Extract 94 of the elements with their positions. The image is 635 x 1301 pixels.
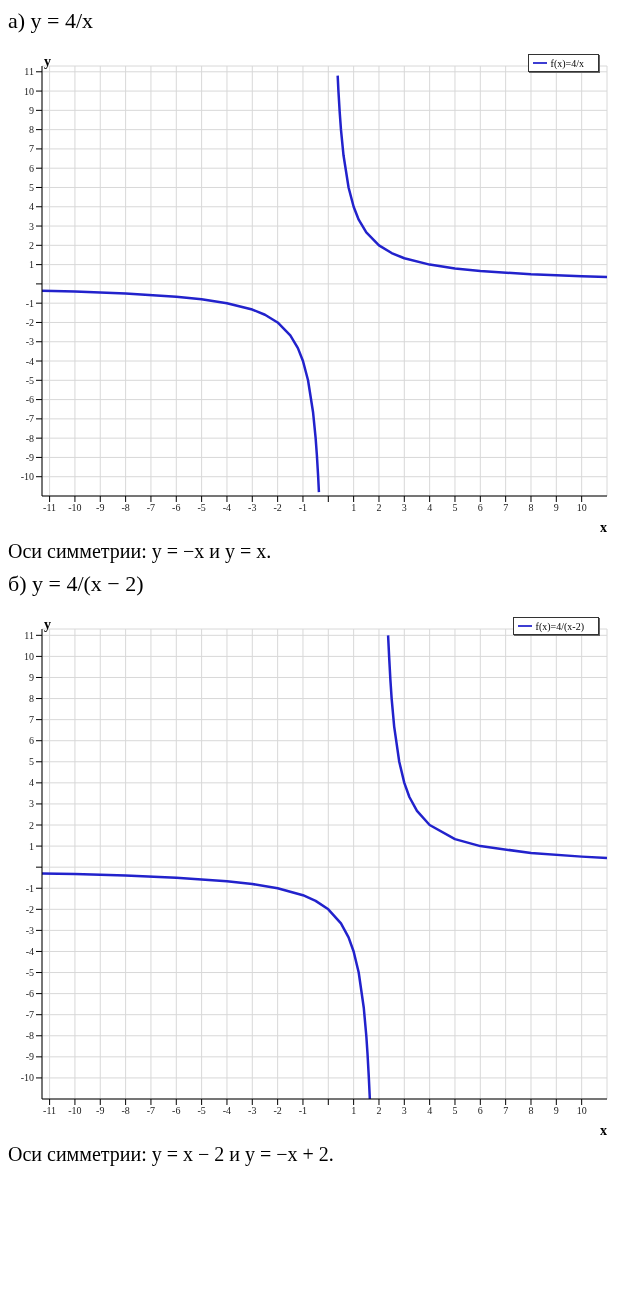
y-tick-label: 7 [29, 714, 34, 726]
x-tick-label: 8 [528, 1105, 534, 1117]
y-tick-label: 3 [29, 798, 34, 810]
y-tick-label: -2 [25, 903, 34, 915]
y-tick-label: -6 [25, 988, 34, 1000]
y-tick-label: 11 [24, 629, 34, 641]
y-tick-label: 1 [29, 840, 34, 852]
y-tick-label: 1 [29, 259, 34, 271]
x-tick-label: 4 [427, 1105, 433, 1117]
legend-label: f(x)=4/x [550, 58, 584, 69]
x-tick-label: -4 [222, 502, 232, 514]
x-tick-label: 3 [401, 1105, 407, 1117]
y-tick-label: 7 [29, 143, 34, 155]
x-tick-label: -2 [273, 502, 282, 514]
x-tick-label: -6 [172, 1105, 181, 1117]
y-tick-label: 10 [24, 85, 34, 97]
y-tick-label: -1 [25, 882, 34, 894]
x-tick-label: 3 [401, 502, 407, 514]
y-tick-label: -9 [25, 451, 34, 463]
y-axis-title: y [44, 53, 51, 69]
x-tick-label: -10 [68, 1105, 82, 1117]
y-tick-label: -4 [25, 946, 34, 958]
y-tick-label: -3 [25, 336, 34, 348]
y-tick-label: -6 [25, 394, 34, 406]
y-tick-label: -9 [25, 1051, 34, 1063]
y-tick-label: -3 [25, 924, 34, 936]
y-tick-label: 10 [24, 650, 34, 662]
y-tick-label: 6 [29, 162, 34, 174]
x-tick-label: -6 [172, 502, 181, 514]
x-tick-label: -2 [273, 1105, 282, 1117]
x-tick-label: 2 [376, 1105, 382, 1117]
x-tick-label: 5 [452, 1105, 458, 1117]
x-tick-label: -7 [146, 502, 156, 514]
y-tick-label: 3 [29, 220, 34, 232]
x-tick-label: -11 [43, 1105, 57, 1117]
legend-label: f(x)=4/(x-2) [535, 621, 584, 632]
x-tick-label: 5 [452, 502, 458, 514]
x-tick-label: 6 [477, 502, 483, 514]
y-tick-label: 4 [29, 777, 34, 789]
y-tick-label: 8 [29, 693, 34, 705]
y-tick-label: -2 [25, 317, 34, 329]
x-tick-label: -3 [248, 502, 257, 514]
x-tick-label: 9 [553, 1105, 559, 1117]
x-tick-label: 6 [477, 1105, 483, 1117]
x-axis-title: x [600, 520, 607, 535]
y-tick-label: 6 [29, 735, 34, 747]
x-tick-label: 1 [351, 502, 357, 514]
x-tick-label: -5 [197, 502, 206, 514]
x-tick-label: -9 [96, 502, 105, 514]
x-tick-label: 10 [576, 502, 587, 514]
x-tick-label: -3 [248, 1105, 257, 1117]
chart-title: а) y = 4/x [8, 8, 95, 34]
x-tick-label: -7 [146, 1105, 156, 1117]
y-tick-label: -7 [25, 1009, 34, 1021]
y-tick-label: 8 [29, 124, 34, 136]
x-tick-label: -8 [121, 1105, 130, 1117]
x-tick-label: -5 [197, 1105, 206, 1117]
x-tick-label: -11 [43, 502, 57, 514]
text: Оси симметрии: y = x − 2 и y = −x + 2. [8, 1143, 335, 1166]
y-tick-label: -10 [20, 471, 34, 483]
x-tick-label: -9 [96, 1105, 105, 1117]
y-tick-label: -4 [25, 355, 34, 367]
y-tick-label: -10 [20, 1072, 34, 1084]
x-tick-label: 10 [576, 1105, 587, 1117]
chart-title: б) y = 4/(x − 2) [8, 571, 145, 597]
x-tick-label: -1 [298, 502, 308, 514]
y-tick-label: 9 [29, 104, 34, 116]
x-tick-label: 1 [351, 1105, 357, 1117]
y-tick-label: -5 [25, 967, 34, 979]
y-tick-label: 2 [29, 239, 34, 251]
x-tick-label: 2 [376, 502, 382, 514]
y-tick-label: -5 [25, 374, 34, 386]
y-tick-label: 9 [29, 672, 34, 684]
y-tick-label: 5 [29, 182, 34, 194]
x-tick-label: 9 [553, 502, 559, 514]
x-tick-label: -1 [298, 1105, 308, 1117]
x-axis-title: x [600, 1123, 607, 1138]
x-tick-label: 4 [427, 502, 433, 514]
x-tick-label: 7 [503, 1105, 509, 1117]
y-tick-label: 4 [29, 201, 34, 213]
x-tick-label: -10 [68, 502, 82, 514]
y-tick-label: 11 [24, 66, 34, 78]
x-tick-label: -4 [222, 1105, 232, 1117]
y-tick-label: -1 [25, 297, 34, 309]
x-tick-label: 7 [503, 502, 509, 514]
y-tick-label: -8 [25, 1030, 34, 1042]
y-tick-label: 5 [29, 756, 34, 768]
y-axis-title: y [44, 616, 51, 632]
y-tick-label: -7 [25, 413, 34, 425]
y-tick-label: 2 [29, 819, 34, 831]
x-tick-label: -8 [121, 502, 130, 514]
text: Оси симметрии: y = −x и y = x. [8, 540, 273, 563]
y-tick-label: -8 [25, 432, 34, 444]
x-tick-label: 8 [528, 502, 534, 514]
